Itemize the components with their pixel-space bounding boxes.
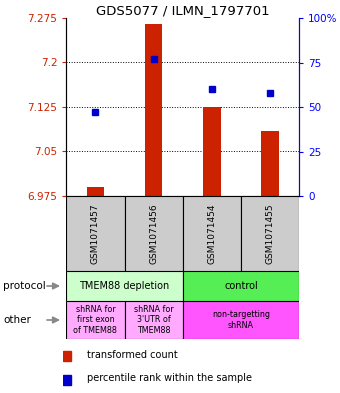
Title: GDS5077 / ILMN_1797701: GDS5077 / ILMN_1797701 (96, 4, 270, 17)
Text: GSM1071457: GSM1071457 (91, 203, 100, 264)
Bar (183, 301, 299, 339)
Text: control: control (224, 281, 258, 291)
Bar (66, 271, 183, 301)
Bar (124, 301, 183, 339)
Bar (63, 375, 71, 385)
Bar (124, 196, 183, 271)
Bar (241, 196, 299, 271)
Bar (66, 301, 124, 339)
Bar (261, 131, 279, 196)
Text: GSM1071454: GSM1071454 (207, 203, 216, 264)
Text: GSM1071456: GSM1071456 (149, 203, 158, 264)
Text: other: other (3, 315, 31, 325)
Bar (87, 187, 104, 196)
Text: protocol: protocol (3, 281, 46, 291)
Bar (203, 107, 221, 196)
Text: shRNA for
first exon
of TMEM88: shRNA for first exon of TMEM88 (73, 305, 117, 335)
Text: transformed count: transformed count (86, 350, 177, 360)
Text: non-targetting
shRNA: non-targetting shRNA (212, 310, 270, 330)
Bar (145, 24, 163, 196)
Bar (66, 196, 124, 271)
Text: GSM1071455: GSM1071455 (266, 203, 275, 264)
Text: percentile rank within the sample: percentile rank within the sample (86, 373, 252, 383)
Bar (183, 196, 241, 271)
Bar (63, 351, 71, 361)
Text: TMEM88 depletion: TMEM88 depletion (80, 281, 170, 291)
Text: shRNA for
3'UTR of
TMEM88: shRNA for 3'UTR of TMEM88 (134, 305, 173, 335)
Bar (183, 271, 299, 301)
